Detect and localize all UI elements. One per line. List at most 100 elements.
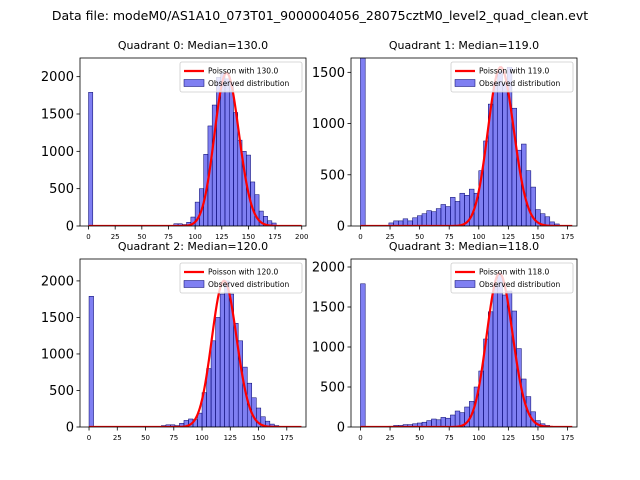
histogram-bar — [431, 211, 437, 226]
y-tick-label: 1500 — [312, 66, 345, 81]
x-tick-label: 0 — [358, 434, 362, 442]
y-tick-label: 1500 — [312, 301, 345, 316]
legend-bar-swatch — [183, 79, 205, 87]
y-tick-label: 500 — [320, 381, 345, 396]
legend-observed-label: Observed distribution — [208, 280, 289, 289]
poisson-curve — [360, 66, 573, 226]
x-tick-label: 75 — [445, 434, 454, 442]
legend-bar-swatch — [454, 280, 476, 288]
histogram-bar — [220, 72, 226, 226]
histogram-bar — [219, 293, 225, 427]
histogram-bar — [497, 71, 503, 226]
histogram-bar — [450, 414, 456, 427]
y-tick-label: 500 — [320, 168, 345, 183]
x-tick-label: 25 — [111, 233, 120, 241]
y-tick-label: 0 — [337, 220, 345, 235]
quadrant-2-panel: 0 500 1000 1500 2000 0 25 50 75 100 125 150 175 Quadr… — [41, 240, 307, 442]
legend-bar-swatch — [183, 280, 205, 288]
histogram-bar — [440, 204, 446, 226]
x-tick-label: 25 — [386, 233, 395, 241]
x-tick-label: 0 — [86, 233, 90, 241]
histogram-bar — [233, 112, 239, 226]
histogram-bar — [426, 210, 432, 226]
histogram-bar — [454, 201, 461, 226]
x-tick-label: 50 — [137, 233, 146, 241]
y-tick-label: 0 — [66, 220, 74, 235]
plot-area — [360, 58, 573, 226]
histogram-bar — [421, 213, 427, 226]
legend-frame — [450, 61, 574, 93]
x-tick-label: 175 — [561, 434, 574, 442]
x-tick-label: 125 — [215, 233, 228, 241]
x-tick-label: 75 — [169, 434, 178, 442]
plot-area — [88, 279, 302, 427]
histogram-bar — [454, 410, 461, 427]
histogram-bar — [431, 418, 437, 427]
quadrant-title: Quadrant 0: Median=130.0 — [118, 39, 268, 52]
histogram-bar — [502, 294, 508, 427]
quadrant-title: Quadrant 3: Median=118.0 — [389, 240, 539, 253]
histogram-bar — [88, 92, 94, 226]
legend: Poisson with 130.0 Observed distribution — [179, 61, 303, 93]
y-tick-label: 500 — [49, 182, 74, 197]
histogram-bar — [224, 78, 230, 226]
x-tick-label: 75 — [164, 233, 173, 241]
x-tick-label: 0 — [358, 233, 362, 241]
histogram-bar — [445, 417, 451, 427]
x-tick-label: 0 — [87, 434, 91, 442]
histogram-bar — [360, 58, 366, 226]
histogram-bar — [525, 170, 532, 226]
legend-poisson-label: Poisson with 120.0 — [208, 268, 278, 277]
y-tick-label: 1500 — [41, 108, 74, 123]
poisson-curve — [89, 279, 302, 427]
y-tick-label: 0 — [66, 421, 74, 436]
x-tick-label: 50 — [415, 233, 424, 241]
y-tick-label: 1000 — [41, 347, 74, 362]
histogram-bar — [254, 194, 260, 226]
x-tick-label: 175 — [268, 233, 281, 241]
axes-frame — [350, 258, 578, 428]
x-tick-label: 50 — [415, 434, 424, 442]
histogram-bar — [228, 82, 234, 226]
x-tick-label: 200 — [295, 233, 308, 241]
histogram-bar — [440, 417, 446, 427]
histogram-bar — [215, 317, 221, 427]
x-tick-label: 50 — [141, 434, 150, 442]
legend-observed-label: Observed distribution — [479, 79, 560, 88]
x-tick-label: 150 — [531, 233, 544, 241]
histogram-bar — [435, 208, 442, 226]
quadrant-3-panel: 0 500 1000 1500 2000 0 25 50 75 100 125 150 175 Quadr… — [312, 240, 578, 442]
y-tick-label: 500 — [49, 384, 74, 399]
plot-area — [88, 71, 302, 226]
y-tick-label: 0 — [337, 421, 345, 436]
legend-frame — [450, 262, 574, 294]
legend: Poisson with 118.0 Observed distribution — [450, 262, 574, 294]
y-tick-label: 1500 — [41, 311, 74, 326]
y-tick-label: 1000 — [41, 145, 74, 160]
legend-poisson-label: Poisson with 130.0 — [208, 67, 278, 76]
histogram-bar — [450, 197, 456, 226]
y-tick-label: 1000 — [312, 341, 345, 356]
axes-frame — [79, 258, 307, 428]
histogram-bar — [488, 311, 494, 427]
poisson-curve — [88, 71, 302, 226]
histogram-bar — [360, 283, 366, 427]
x-tick-label: 25 — [113, 434, 122, 442]
legend-poisson-label: Poisson with 119.0 — [479, 67, 549, 76]
histogram-bar — [271, 222, 277, 226]
histogram-bar — [492, 82, 498, 226]
histogram-bar — [88, 296, 94, 427]
histogram-bar — [459, 192, 465, 226]
histogram-bar — [497, 273, 503, 427]
x-tick-label: 175 — [280, 434, 293, 442]
legend: Poisson with 119.0 Observed distribution — [450, 61, 574, 93]
histogram-bar — [412, 217, 418, 226]
x-tick-label: 175 — [561, 233, 574, 241]
histogram-bar — [445, 206, 451, 226]
figure-suptitle: Data file: modeM0/AS1A10_073T01_90000040… — [52, 8, 588, 23]
x-tick-label: 150 — [252, 434, 265, 442]
axes-frame — [350, 57, 578, 227]
poisson-curve — [360, 272, 573, 427]
